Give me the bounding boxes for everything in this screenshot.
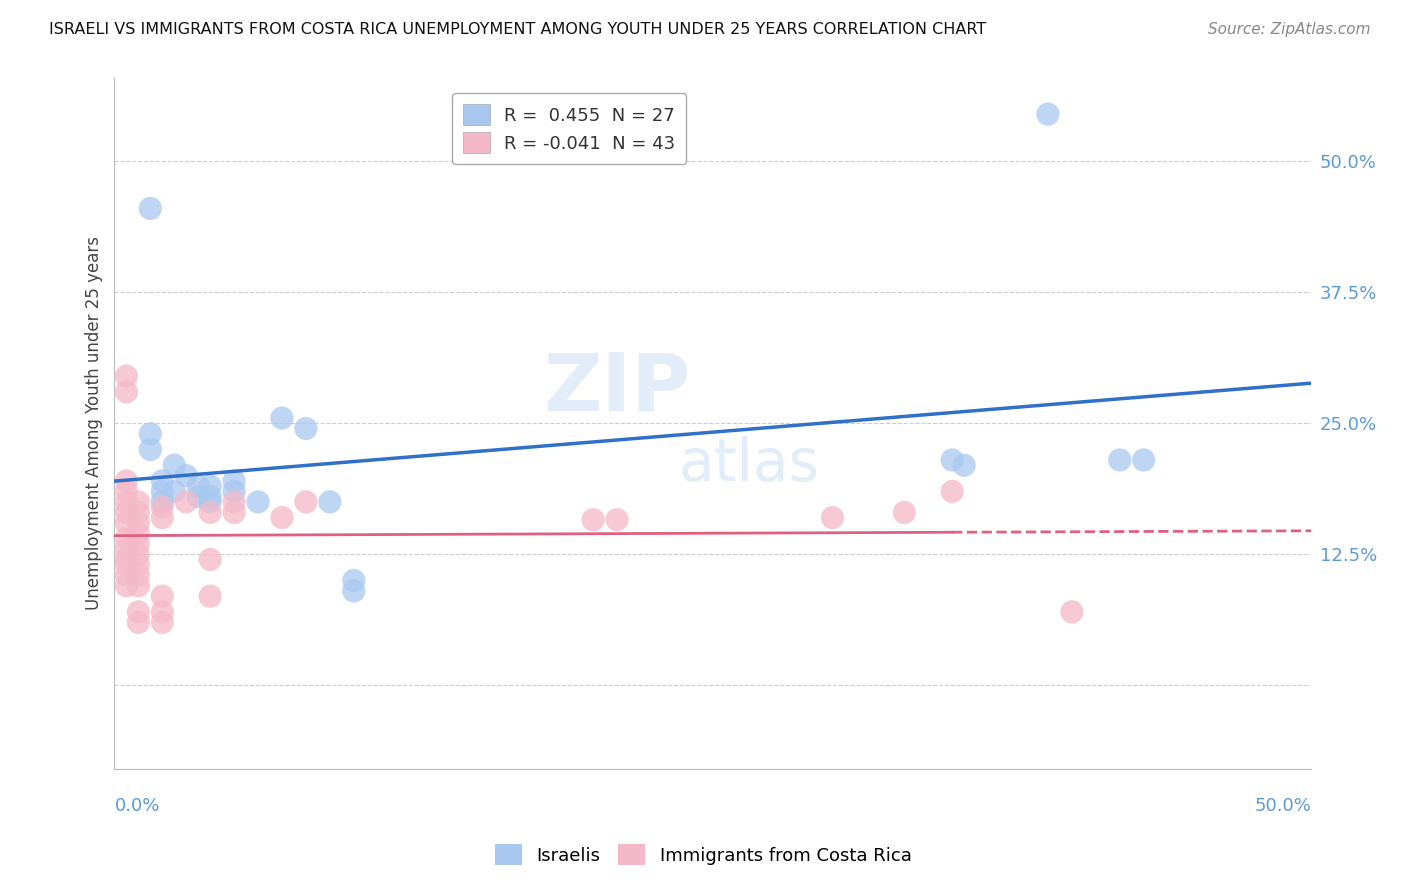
Point	[150, 474, 173, 488]
Point	[343, 574, 366, 588]
Point	[893, 505, 915, 519]
Point	[198, 490, 221, 504]
Point	[139, 442, 162, 457]
Point	[150, 615, 173, 630]
Point	[319, 495, 342, 509]
Point	[271, 411, 294, 425]
Point	[247, 495, 270, 509]
Legend: Israelis, Immigrants from Costa Rica: Israelis, Immigrants from Costa Rica	[488, 837, 918, 872]
Point	[222, 495, 245, 509]
Text: ISRAELI VS IMMIGRANTS FROM COSTA RICA UNEMPLOYMENT AMONG YOUTH UNDER 25 YEARS CO: ISRAELI VS IMMIGRANTS FROM COSTA RICA UN…	[49, 22, 987, 37]
Point	[941, 453, 963, 467]
Point	[953, 458, 976, 473]
Point	[198, 552, 221, 566]
Point	[187, 490, 209, 504]
Point	[343, 583, 366, 598]
Point	[187, 479, 209, 493]
Point	[115, 484, 138, 499]
Point	[198, 505, 221, 519]
Point	[127, 505, 149, 519]
Point	[271, 510, 294, 524]
Point	[222, 505, 245, 519]
Point	[127, 547, 149, 561]
Point	[127, 537, 149, 551]
Point	[127, 605, 149, 619]
Point	[1036, 107, 1059, 121]
Point	[115, 369, 138, 384]
Point	[606, 513, 628, 527]
Point	[127, 526, 149, 541]
Point	[139, 426, 162, 441]
Point	[127, 615, 149, 630]
Text: 50.0%: 50.0%	[1254, 797, 1312, 814]
Point	[115, 474, 138, 488]
Point	[115, 516, 138, 530]
Point	[582, 513, 605, 527]
Point	[127, 516, 149, 530]
Point	[174, 468, 197, 483]
Point	[1060, 605, 1083, 619]
Point	[295, 495, 318, 509]
Text: Source: ZipAtlas.com: Source: ZipAtlas.com	[1208, 22, 1371, 37]
Point	[198, 589, 221, 603]
Point	[115, 532, 138, 546]
Point	[115, 558, 138, 572]
Point	[127, 495, 149, 509]
Point	[150, 589, 173, 603]
Point	[115, 541, 138, 556]
Point	[139, 202, 162, 216]
Point	[163, 458, 186, 473]
Point	[941, 484, 963, 499]
Point	[115, 568, 138, 582]
Point	[295, 421, 318, 435]
Point	[127, 568, 149, 582]
Text: 0.0%: 0.0%	[114, 797, 160, 814]
Point	[115, 384, 138, 399]
Point	[1108, 453, 1130, 467]
Point	[115, 505, 138, 519]
Y-axis label: Unemployment Among Youth under 25 years: Unemployment Among Youth under 25 years	[86, 236, 103, 610]
Point	[115, 552, 138, 566]
Point	[821, 510, 844, 524]
Point	[150, 484, 173, 499]
Point	[150, 510, 173, 524]
Point	[115, 495, 138, 509]
Point	[222, 474, 245, 488]
Point	[150, 495, 173, 509]
Point	[198, 479, 221, 493]
Point	[1132, 453, 1154, 467]
Point	[127, 579, 149, 593]
Point	[115, 579, 138, 593]
Point	[163, 484, 186, 499]
Text: ZIP: ZIP	[544, 350, 690, 427]
Point	[150, 605, 173, 619]
Point	[174, 495, 197, 509]
Point	[127, 558, 149, 572]
Legend: R =  0.455  N = 27, R = -0.041  N = 43: R = 0.455 N = 27, R = -0.041 N = 43	[453, 94, 686, 164]
Text: atlas: atlas	[678, 436, 820, 493]
Point	[222, 484, 245, 499]
Point	[198, 495, 221, 509]
Point	[150, 500, 173, 514]
